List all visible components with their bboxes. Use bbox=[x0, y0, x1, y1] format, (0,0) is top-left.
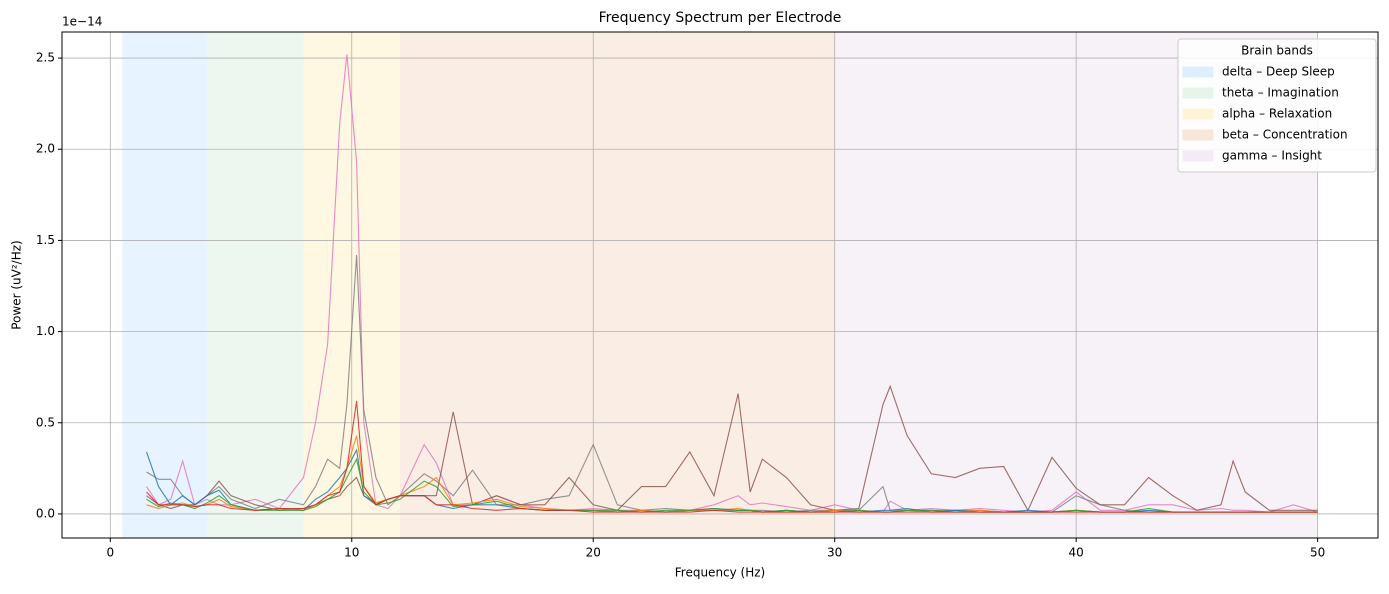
band-span bbox=[400, 32, 835, 538]
chart-title: Frequency Spectrum per Electrode bbox=[599, 10, 842, 26]
legend-swatch bbox=[1182, 129, 1214, 141]
y-tick-label: 0.5 bbox=[36, 415, 55, 429]
legend-swatch bbox=[1182, 108, 1214, 120]
y-offset-label: 1e−14 bbox=[62, 15, 102, 29]
band-span bbox=[122, 32, 207, 538]
x-tick-label: 40 bbox=[1069, 546, 1084, 560]
legend-label: delta – Deep Sleep bbox=[1222, 65, 1335, 79]
legend-swatch bbox=[1182, 150, 1214, 162]
legend-label: alpha – Relaxation bbox=[1222, 107, 1332, 121]
band-span bbox=[206, 32, 304, 538]
x-tick-label: 10 bbox=[344, 546, 359, 560]
legend-swatch bbox=[1182, 87, 1214, 99]
y-tick-label: 2.0 bbox=[36, 142, 55, 156]
legend-label: theta – Imagination bbox=[1222, 86, 1339, 100]
legend-box bbox=[1177, 38, 1377, 173]
legend-label: gamma – Insight bbox=[1222, 149, 1322, 163]
y-tick-label: 2.5 bbox=[36, 51, 55, 65]
x-axis-label: Frequency (Hz) bbox=[675, 566, 766, 580]
y-axis-label: Power (uV²/Hz) bbox=[10, 240, 24, 329]
legend-swatch bbox=[1182, 66, 1214, 78]
y-tick-label: 1.0 bbox=[36, 324, 55, 338]
y-tick-label: 1.5 bbox=[36, 233, 55, 247]
plot-frame bbox=[61, 31, 1379, 539]
x-tick-label: 0 bbox=[106, 546, 114, 560]
legend-label: beta – Concentration bbox=[1222, 128, 1348, 142]
x-tick-label: 50 bbox=[1310, 546, 1325, 560]
x-tick-label: 20 bbox=[586, 546, 601, 560]
series-line bbox=[146, 254, 1318, 513]
x-tick-label: 30 bbox=[827, 546, 842, 560]
series-line bbox=[146, 400, 1318, 513]
legend-title: Brain bands bbox=[1241, 44, 1313, 58]
y-tick-label: 0.0 bbox=[36, 506, 55, 520]
